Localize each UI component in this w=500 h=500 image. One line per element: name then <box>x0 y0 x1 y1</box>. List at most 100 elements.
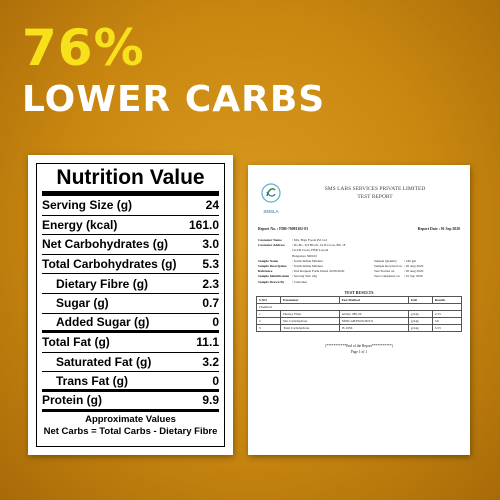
table-cell: 2.33 <box>431 310 463 318</box>
report-reference-line: Report No. : FDB-76081102-03 Report Date… <box>258 227 460 231</box>
info-value: : Test Request Form Dated 20.08.2020 <box>292 269 345 274</box>
report-info-row: Customer Address : No.8C, 3rd Block, 14 D… <box>258 243 463 248</box>
info-value: : M/s. Baja Foods Pvt Ltd <box>292 238 328 242</box>
lab-header: SMS LABS SERVICES PRIVATE LIMITED TEST R… <box>288 185 462 201</box>
lab-company-name: SMS LABS SERVICES PRIVATE LIMITED <box>324 186 426 192</box>
info-key: Sample Identification <box>258 274 290 279</box>
info-key: Reference <box>258 269 273 274</box>
table-cell: 2 <box>255 317 282 325</box>
table-cell: IS 1656 <box>338 324 409 332</box>
nutrient-value: 24 <box>205 198 219 213</box>
nutrient-name: Trans Fat (g) <box>56 373 129 388</box>
report-info-row: Sample Name : South Indian Mixture Sample … <box>258 259 463 264</box>
nutrition-row: Saturated Fat (g) 3.2 <box>42 353 219 373</box>
column-header: S.NO <box>255 296 282 304</box>
report-info-row: Sample Drawn By : Customer <box>258 280 463 285</box>
table-cell: AOAC 985.29 <box>338 310 409 318</box>
nutrient-value: 2.3 <box>202 276 219 291</box>
table-cell: g/24g <box>407 310 433 318</box>
info-value: : South Indian Mixture <box>292 258 323 263</box>
nutrient-value: 11.1 <box>196 335 219 350</box>
table-row: 2 Net Carbohydrate SMSLAB/FD/SOP/011 g/2… <box>255 317 463 325</box>
nutrient-value: 161.0 <box>188 217 219 232</box>
table-cell: 5.33 <box>431 324 463 332</box>
nutrition-row: Total Carbohydrates (g) 5.3 <box>42 255 219 275</box>
table-cell: SMSLAB/FD/SOP/011 <box>338 317 409 325</box>
report-date-value: 01 Sep 2020 <box>440 227 460 231</box>
nutrient-name: Energy (kcal) <box>42 217 118 232</box>
report-end: (***********End of the Report***********… <box>248 343 470 355</box>
column-header: Parameter <box>280 296 340 304</box>
info-key: Sample Received on <box>374 264 402 269</box>
test-results-title: TEST RESULTS <box>344 290 374 295</box>
report-number: Report No. : FDB-76081102-03 <box>258 227 308 231</box>
nutrient-name: Total Fat (g) <box>42 335 110 350</box>
info-value: : No.8C, 3rd Block, 14 D Cross, 8th ~8 <box>292 243 346 248</box>
nutrient-name: Saturated Fat (g) <box>56 355 152 370</box>
nutrition-row: Total Fat (g) 11.1 <box>42 333 219 353</box>
nutrition-row: Sugar (g) 0.7 <box>42 294 219 314</box>
report-date-label: Report Date : <box>417 227 440 231</box>
nutrition-title: Nutrition Value <box>42 164 219 196</box>
lab-report-card: SMSLA SMS LABS SERVICES PRIVATE LIMITED … <box>248 165 470 455</box>
table-cell: g/24g <box>407 317 433 325</box>
info-key: Sample Quantity <box>374 258 397 263</box>
info-value: : 20 Aug 2020 <box>404 264 424 269</box>
table-cell: 1 <box>255 310 282 318</box>
nutrient-name: Net Carbohydrates (g) <box>42 237 169 252</box>
info-key: Sample Name <box>258 258 279 263</box>
nutrient-name: Added Sugar (g) <box>56 314 150 329</box>
info-value: : 20 Aug 2020 <box>404 269 424 274</box>
nutrient-name: Sugar (g) <box>56 296 109 311</box>
nutrition-footnote: Approximate Values Net Carbs = Total Car… <box>42 414 219 438</box>
report-number-label: Report No. : <box>258 227 279 231</box>
nutrition-label-card: Nutrition Value Serving Size (g) 24 Energ… <box>28 155 233 455</box>
table-row: 1 Dietary Fiber AOAC 985.29 g/24g 2.33 <box>255 310 463 318</box>
column-header: Unit <box>407 296 433 304</box>
report-info-row: Reference : Test Request Form Dated 20.08… <box>258 269 463 274</box>
page-number: Page 1 of 1 <box>350 350 368 354</box>
headline-percent: 76% <box>22 19 145 77</box>
nutrient-name: Serving Size (g) <box>42 198 133 213</box>
nutrition-row: Net Carbohydrates (g) 3.0 <box>42 235 219 255</box>
report-info-row: 1st/2D Cross, HSR Layout <box>258 248 463 253</box>
nutrient-value: 3.2 <box>202 355 219 370</box>
info-value: : Customer <box>292 279 307 284</box>
info-value: : Serving Size 24g <box>292 274 317 279</box>
table-cell: 3 <box>255 324 282 332</box>
nutrition-row: Serving Size (g) 24 <box>42 196 219 216</box>
lab-logo: SMSLA <box>260 183 282 214</box>
nutrition-row: Added Sugar (g) 0 <box>42 314 219 334</box>
table-cell: 3.0 <box>431 317 463 325</box>
info-key: Customer Name <box>258 238 282 242</box>
info-value: Bangalore 560102 <box>292 253 317 258</box>
report-date: Report Date : 01 Sep 2020 <box>418 227 460 231</box>
nutrition-row: Dietary Fibre (g) 2.3 <box>42 274 219 294</box>
info-value: : South Indian Mixture <box>292 264 323 269</box>
info-key <box>374 280 404 285</box>
info-key: Customer Address <box>258 243 285 248</box>
nutrition-row: Energy (kcal) 161.0 <box>42 216 219 236</box>
lab-logo-label: SMSLA <box>263 209 279 214</box>
nutrient-name: Dietary Fibre (g) <box>56 276 149 291</box>
nutrient-name: Protein (g) <box>42 393 102 408</box>
table-cell: Dietary Fiber <box>280 310 340 318</box>
test-results-table: S.NO Parameter Test Method Unit Results … <box>255 296 463 332</box>
nutrition-row: Protein (g) 9.9 <box>42 392 219 412</box>
nutrition-row: Trans Fat (g) 0 <box>42 372 219 392</box>
info-key: Sample Drawn By <box>258 279 285 284</box>
report-info-row: Sample Identification: Serving Size 24g T… <box>258 274 463 279</box>
nutrient-value: 0 <box>212 373 219 388</box>
table-row: 3 Total Carbohydrate IS 1656 g/24g 5.33 <box>255 324 463 332</box>
nutrient-value: 9.9 <box>202 393 219 408</box>
info-key: Sample Description <box>258 264 287 269</box>
headline-subtitle: LOWER CARBS <box>22 79 326 120</box>
lab-logo-icon <box>261 183 281 203</box>
info-key: Test Completed on <box>374 274 400 279</box>
headline: 76% LOWER CARBS <box>22 22 325 120</box>
nutrient-value: 3.0 <box>202 237 219 252</box>
nutrition-label: Nutrition Value Serving Size (g) 24 Energ… <box>36 163 225 447</box>
info-value: : 240 gm <box>404 258 417 263</box>
table-cell: g/24g <box>407 324 433 332</box>
table-section-row: Chemical <box>256 303 462 311</box>
